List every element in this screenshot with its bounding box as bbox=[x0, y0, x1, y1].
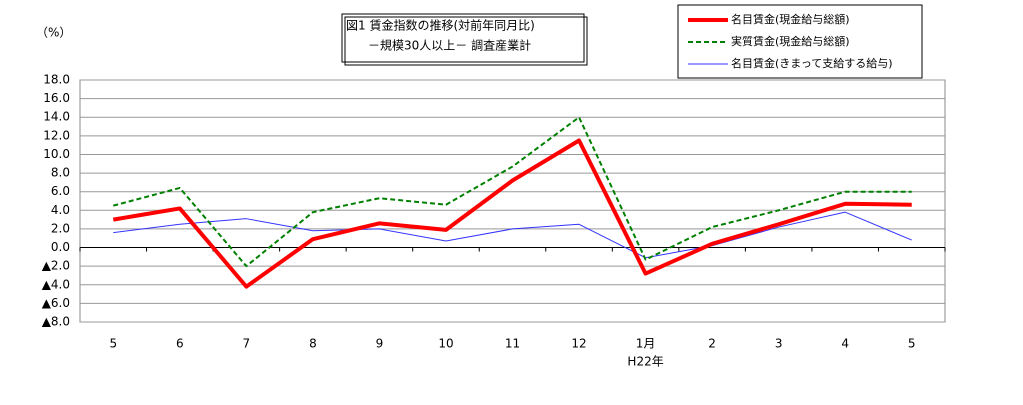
y-tick-label: 8.0 bbox=[51, 166, 70, 180]
y-tick-label: 12.0 bbox=[43, 128, 70, 142]
y-tick-label: 10.0 bbox=[43, 147, 70, 161]
chart-title: 図1 賃金指数の推移(対前年同月比) bbox=[346, 18, 535, 33]
title-box-shadow bbox=[344, 16, 588, 66]
legend-label: 名目賃金(現金給与総額) bbox=[731, 12, 850, 26]
series-line bbox=[112, 138, 912, 289]
series-line bbox=[113, 116, 912, 268]
title-box bbox=[341, 13, 585, 63]
x-tick-label: 1月 bbox=[636, 337, 656, 351]
x-tick-label: 10 bbox=[438, 337, 453, 351]
annotation: H22年 bbox=[627, 355, 663, 369]
y-tick-label: 14.0 bbox=[43, 110, 70, 124]
x-tick-label: 12 bbox=[571, 337, 586, 351]
x-tick-label: 9 bbox=[376, 337, 384, 351]
x-tick-label: 8 bbox=[309, 337, 317, 351]
legend-label: 実質賃金(現金給与総額) bbox=[731, 34, 850, 48]
x-tick-label: 3 bbox=[775, 337, 783, 351]
y-tick-label: 2.0 bbox=[51, 221, 70, 235]
legend-box bbox=[677, 4, 923, 79]
legend-label: 名目賃金(きまって支給する給与) bbox=[731, 56, 893, 70]
y-tick-label: 6.0 bbox=[51, 184, 70, 198]
y-tick-label: ▲8.0 bbox=[42, 315, 70, 329]
x-tick-label: 5 bbox=[908, 337, 916, 351]
y-tick-label: ▲2.0 bbox=[42, 259, 70, 273]
y-tick-label: 18.0 bbox=[43, 73, 70, 87]
y-tick-label: ▲4.0 bbox=[42, 277, 70, 291]
y-axis-label: （%） bbox=[36, 26, 71, 40]
chart-subtitle: －規模30人以上－ 調査産業計 bbox=[368, 38, 531, 53]
x-tick-label: 11 bbox=[505, 337, 520, 351]
y-tick-label: 0.0 bbox=[51, 240, 70, 254]
x-tick-label: 4 bbox=[841, 337, 849, 351]
series-line bbox=[113, 211, 912, 259]
y-tick-label: ▲6.0 bbox=[42, 296, 70, 310]
x-tick-label: 7 bbox=[243, 337, 251, 351]
y-tick-label: 4.0 bbox=[51, 203, 70, 217]
x-tick-label: 2 bbox=[708, 337, 716, 351]
y-tick-label: 16.0 bbox=[43, 91, 70, 105]
x-tick-label: 6 bbox=[176, 337, 184, 351]
x-tick-label: 5 bbox=[109, 337, 117, 351]
